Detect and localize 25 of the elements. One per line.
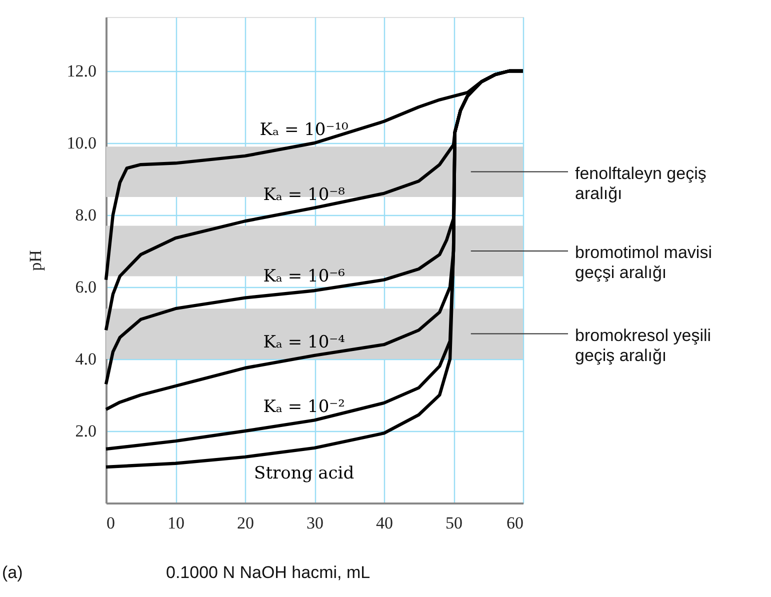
series-label: Kₐ = 10⁻⁶ [263,266,346,287]
x-axis-title: 0.1000 N NaOH hacmi, mL [166,563,370,582]
y-tick-label: 6.0 [75,278,96,296]
x-tick-label: 0 [106,514,115,532]
series-label: Kₐ = 10⁻² [263,396,345,417]
x-tick-label: 30 [306,514,324,532]
x-tick-label: 40 [376,514,393,532]
y-tick-label: 12.0 [66,62,96,80]
series-label: Strong acid [254,463,354,484]
y-tick-label: 2.0 [75,422,96,440]
x-tick-label: 50 [446,514,462,532]
series-label: Kₐ = 10⁻⁴ [263,332,346,352]
series-label: Kₐ = 10⁻¹⁰ [260,120,349,140]
x-tick-label: 20 [237,514,254,532]
band-label: bromotimol mavisi geçşi aralığı [575,243,712,282]
x-tick-label: 60 [506,514,524,532]
text: (a) [2,563,23,582]
y-tick-label: 10.0 [66,134,96,152]
y-tick-label: 8.0 [75,206,96,224]
series-label: Kₐ = 10⁻⁸ [263,184,346,205]
y-axis-title: pH [26,250,45,271]
x-tick-label: 10 [168,514,184,532]
band-label: fenolftaleyn geçiş aralığı [575,164,706,203]
band-label: bromokresol yeşili geçiş aralığı [575,326,712,365]
y-tick-label: 4.0 [75,350,96,368]
